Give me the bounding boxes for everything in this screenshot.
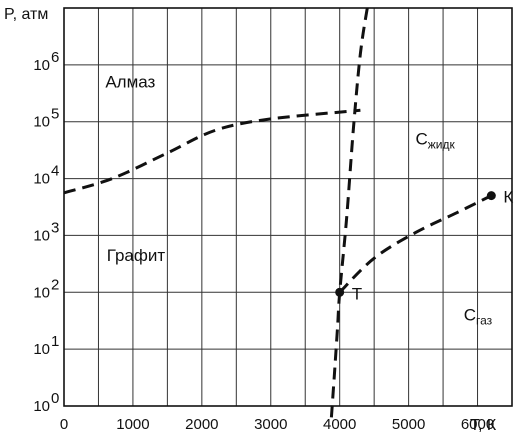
phase-region-label: Алмаз [105,73,155,92]
y-tick-exponent: 0 [51,390,59,407]
y-tick-label: 10 [33,341,50,358]
y-tick-label: 10 [33,227,50,244]
y-tick-exponent: 5 [51,106,59,123]
phase-region-label: Cгаз [464,306,493,328]
y-tick-label: 10 [33,398,50,415]
y-tick-label: 10 [33,171,50,188]
phase-boundary-line [338,194,492,294]
x-tick-label: 0 [60,416,68,433]
x-axis-ticks: 0 1000 2000 3000 4000 5000 6000 [60,416,494,433]
phase-point-marker [335,287,345,297]
y-tick-exponent: 2 [51,276,59,293]
y-tick-exponent: 4 [51,163,59,180]
y-tick-label: 10 [33,284,50,301]
x-tick-label: 2000 [185,416,218,433]
phase-region-label: Графит [107,246,166,265]
y-tick-exponent: 1 [51,333,59,350]
y-tick-exponent: 3 [51,219,59,236]
phase-point-marker [486,191,496,201]
phase-region-label: Cжидк [416,129,456,151]
phase-points: ТК [335,188,513,303]
x-tick-label: 6000 [461,416,494,433]
y-tick-exponent: 6 [51,49,59,66]
x-tick-label: 5000 [392,416,425,433]
plot-frame [63,7,513,407]
x-tick-label: 3000 [254,416,287,433]
phase-point-label: Т [352,284,362,303]
x-axis-label: T, К [470,417,497,434]
grid [64,8,512,406]
y-axis-label: P, атм [4,6,48,23]
y-tick-label: 10 [33,114,50,131]
y-tick-label: 10 [33,57,50,74]
x-tick-label: 1000 [116,416,149,433]
phase-boundary-line [63,108,361,195]
phase-region-labels: Алмаз Графит Cжидк Cгаз [105,73,492,328]
phase-boundaries [63,7,492,418]
x-tick-label: 4000 [323,416,356,433]
phase-point-label: К [503,188,513,207]
phase-boundary-line [329,7,369,418]
